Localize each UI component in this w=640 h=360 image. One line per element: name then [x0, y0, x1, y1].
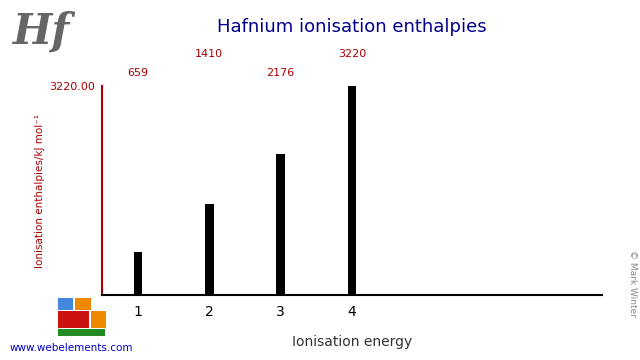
Text: © Mark Winter: © Mark Winter	[628, 250, 637, 317]
Text: 1410: 1410	[195, 49, 223, 59]
Text: 3220: 3220	[338, 49, 366, 59]
Text: Ionisation energy: Ionisation energy	[292, 335, 412, 349]
Bar	[205, 204, 214, 295]
Text: 2176: 2176	[267, 68, 295, 78]
Y-axis label: Ionisation enthalpies/kJ mol⁻¹: Ionisation enthalpies/kJ mol⁻¹	[35, 114, 45, 268]
Text: www.webelements.com: www.webelements.com	[10, 343, 133, 353]
Text: Hafnium ionisation enthalpies: Hafnium ionisation enthalpies	[217, 18, 487, 36]
Text: Hf: Hf	[13, 11, 70, 53]
Text: 659: 659	[127, 68, 148, 78]
Bar	[134, 252, 142, 295]
Bar	[276, 154, 285, 295]
Bar	[348, 86, 356, 295]
